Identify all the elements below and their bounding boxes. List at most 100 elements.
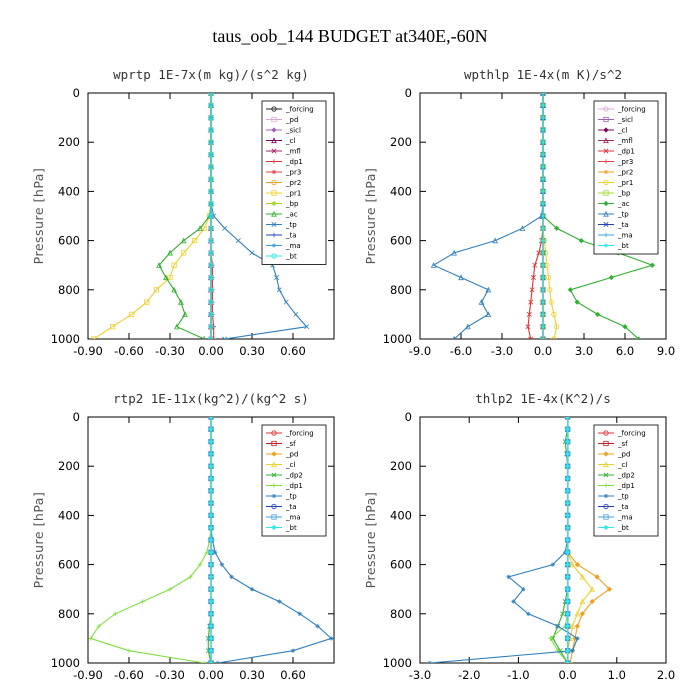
plot-area [427,417,613,663]
x-tick-label: 0.0 [558,668,576,682]
series-line-dp1 [89,417,212,663]
legend-label: _ma [285,242,301,250]
series-point [564,438,571,445]
series-point [540,287,546,292]
legend-marker [603,483,609,488]
series-point [540,250,546,256]
y-tick-label: 800 [58,283,80,297]
legend-label: _forcing [285,106,314,114]
series-point [249,587,255,592]
legend-label: _tp [285,493,297,501]
series-point [208,417,214,420]
series-point [167,249,173,256]
series-point [525,324,531,330]
series-point [208,115,214,121]
series-point [208,525,214,531]
series-point [208,586,214,592]
series-point [208,512,214,519]
series-point [90,336,97,339]
y-tick-label: 1000 [383,332,412,346]
y-tick-label: 200 [390,459,412,473]
legend-marker [271,483,277,488]
series-point [277,599,282,604]
series-point [574,299,580,305]
legend-label: _ta [617,221,629,229]
series-point [579,598,586,605]
y-tick-label: 800 [58,607,80,621]
legend-label: _pr3 [285,169,301,177]
series-point [540,201,546,206]
series-point [208,549,214,555]
legend-marker [603,106,609,112]
series-point [564,561,571,568]
legend-marker [271,253,277,259]
series-point [485,286,492,293]
series-point [567,287,573,293]
legend-marker [271,472,277,478]
series-point [478,299,485,305]
series-point [208,176,214,182]
legend-box [593,100,659,255]
series-point [564,463,571,469]
y-tick-label: 800 [390,607,412,621]
series-point [521,587,526,592]
y-tick-label: 600 [58,558,80,572]
legend-label: _ac [617,200,630,208]
legend-marker [603,179,609,186]
series-point [464,323,471,330]
y-tick-label: 200 [58,135,80,149]
series-point [208,537,214,543]
series-point [113,611,118,616]
series-point [540,176,546,182]
y-tick-label: 600 [58,234,80,248]
legend-label: _pr2 [617,169,633,177]
y-axis-label: Pressure [hPa] [363,168,378,265]
series-point [201,660,207,663]
series-point [293,311,299,317]
series-point [427,660,433,663]
legend-label: _ac [285,211,298,219]
series-point [574,623,581,629]
legend-label: _bt [617,524,629,532]
legend-label: _pr3 [617,158,633,166]
series-point [649,262,655,268]
legend-label: _pd [617,451,630,459]
series-point [88,636,93,641]
series-point [208,426,214,432]
series-point [208,561,214,568]
y-tick-label: 0 [73,86,80,100]
series-point [574,610,581,617]
series-point [208,635,214,642]
x-tick-label: 0.30 [239,668,265,682]
series-point [208,438,214,445]
series-point [564,537,571,543]
series-point [564,623,571,629]
x-tick-label: -2.0 [458,668,480,682]
legend-label: _dp1 [285,482,303,490]
series-point [595,311,601,318]
series-point [564,451,571,457]
x-tick-label: -0.30 [155,344,185,358]
legend-marker [271,200,277,207]
legend-marker [603,169,609,175]
series-point [212,550,218,555]
legend-marker [603,200,609,207]
series-point [589,586,596,592]
panel-wprtp: wprtp 1E-7x(m kg)/(s^2 kg) Pressure [hPa]… [31,67,335,358]
panel-rtp2: rtp2 1E-11x(kg^2)/(kg^2 s) Pressure [hPa]… [31,391,335,682]
legend-marker [603,440,609,447]
legend-label: _pd [285,116,298,124]
legend-label: _pr2 [285,179,301,187]
series-point [304,324,310,330]
legend-marker [603,137,609,144]
legend-label: _dp1 [617,482,635,490]
series-point [564,488,571,494]
legend-label: _bp [285,200,299,208]
series-point [560,611,566,617]
legend-label: _pd [285,451,298,459]
legend-label: _mfl [285,148,301,156]
x-tick-label: -0.90 [73,344,103,358]
x-tick-label: -3.0 [491,344,513,358]
series-point [564,426,571,432]
